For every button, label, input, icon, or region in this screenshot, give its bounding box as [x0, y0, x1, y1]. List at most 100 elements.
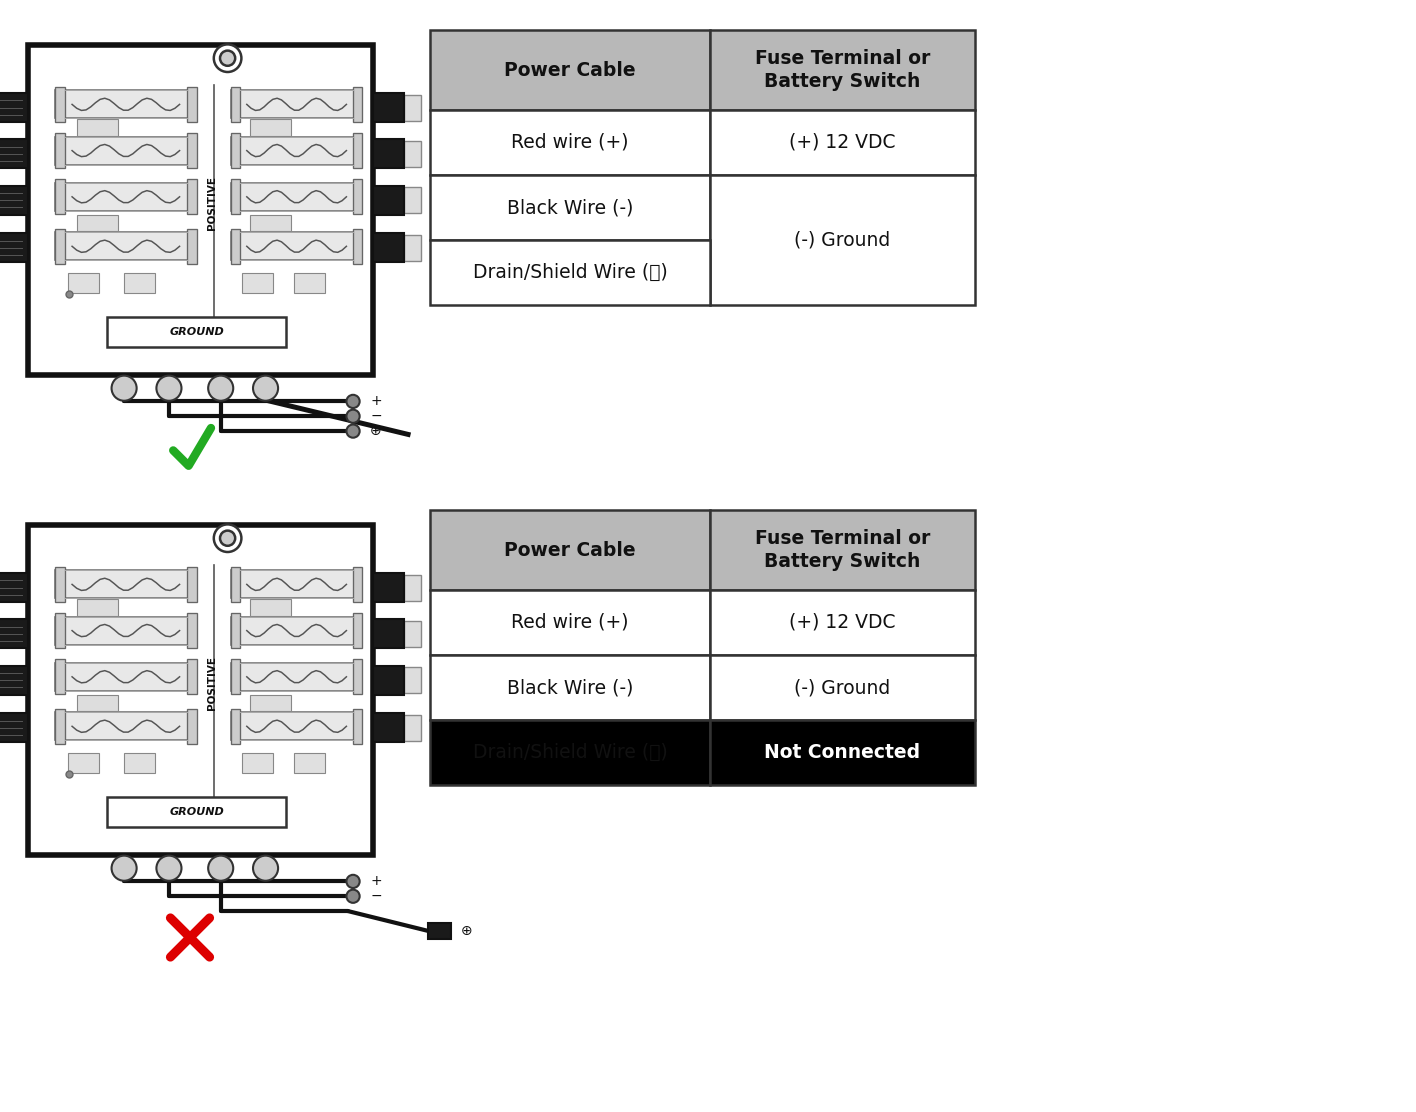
Bar [0, 619, 27, 648]
Bar [187, 229, 197, 264]
Bar [372, 714, 404, 743]
Bar [709, 655, 976, 719]
Bar [125, 272, 156, 292]
Bar [372, 666, 404, 695]
Circle shape [112, 855, 136, 881]
Bar [187, 133, 197, 168]
Bar [372, 234, 404, 262]
Bar [353, 613, 362, 648]
Bar [125, 753, 156, 773]
Bar [106, 317, 286, 347]
Bar [295, 272, 326, 292]
Bar [68, 272, 99, 292]
Circle shape [214, 525, 241, 552]
Bar [231, 713, 362, 741]
Bar [353, 87, 362, 122]
Bar [709, 30, 976, 110]
Bar [0, 573, 27, 603]
Text: GROUND: GROUND [169, 327, 224, 337]
Bar [430, 240, 709, 305]
Bar [231, 659, 241, 694]
Text: +: + [370, 874, 382, 888]
Circle shape [214, 44, 241, 72]
Bar [55, 659, 65, 694]
Circle shape [219, 530, 235, 546]
Bar [231, 229, 241, 264]
Text: Fuse Terminal or
Battery Switch: Fuse Terminal or Battery Switch [755, 49, 930, 91]
Bar [0, 714, 27, 743]
Text: Red wire (+): Red wire (+) [511, 613, 629, 632]
Text: (-) Ground: (-) Ground [794, 230, 891, 249]
Circle shape [253, 376, 278, 400]
Bar [231, 567, 241, 602]
Bar [372, 93, 404, 122]
Bar [404, 715, 421, 742]
Bar [76, 695, 118, 712]
Bar [709, 175, 976, 305]
Bar [0, 666, 27, 695]
Text: (+) 12 VDC: (+) 12 VDC [789, 613, 896, 632]
Bar [249, 599, 292, 616]
Circle shape [208, 855, 234, 881]
Bar [0, 139, 27, 168]
Bar [0, 234, 27, 262]
Bar [709, 590, 976, 655]
Bar [353, 659, 362, 694]
Text: Black Wire (-): Black Wire (-) [507, 198, 633, 217]
Bar [55, 137, 197, 165]
Text: (+) 12 VDC: (+) 12 VDC [789, 133, 896, 152]
Bar [430, 30, 709, 110]
Text: Drain/Shield Wire (⫬): Drain/Shield Wire (⫬) [473, 743, 667, 762]
Bar [55, 133, 65, 168]
Circle shape [156, 855, 181, 881]
Bar [249, 215, 292, 231]
Bar [231, 616, 362, 645]
Bar [187, 613, 197, 648]
Circle shape [219, 51, 235, 66]
Bar [231, 90, 362, 118]
Bar [187, 567, 197, 602]
Circle shape [112, 376, 136, 400]
Circle shape [156, 376, 181, 400]
Bar [404, 575, 421, 600]
Bar [231, 232, 362, 260]
Bar [55, 709, 65, 744]
Bar [430, 175, 709, 240]
Bar [0, 93, 27, 122]
Bar [353, 709, 362, 744]
Bar [231, 133, 241, 168]
Bar [353, 133, 362, 168]
Bar [372, 619, 404, 648]
Bar [231, 709, 241, 744]
Bar [187, 659, 197, 694]
Bar [55, 179, 65, 215]
Circle shape [347, 875, 360, 888]
Bar [76, 215, 118, 231]
Bar [430, 110, 709, 175]
Bar [55, 570, 197, 598]
Bar [27, 525, 372, 855]
Text: POSITIVE: POSITIVE [207, 177, 217, 230]
Bar [55, 232, 197, 260]
Bar [404, 141, 421, 167]
Bar [430, 655, 709, 719]
Bar [187, 87, 197, 122]
Circle shape [347, 409, 360, 423]
Bar [76, 599, 118, 616]
Text: Power Cable: Power Cable [504, 540, 636, 559]
Bar [231, 137, 362, 165]
Bar [76, 119, 118, 136]
Bar [187, 179, 197, 215]
Bar [404, 95, 421, 121]
Text: Power Cable: Power Cable [504, 60, 636, 79]
Bar [404, 187, 421, 214]
Circle shape [208, 376, 234, 400]
Text: +: + [370, 395, 382, 408]
Bar [372, 139, 404, 168]
Bar [372, 186, 404, 215]
Bar [55, 182, 197, 211]
Text: Fuse Terminal or
Battery Switch: Fuse Terminal or Battery Switch [755, 528, 930, 572]
Bar [55, 613, 65, 648]
Bar [0, 186, 27, 215]
Text: ⊕: ⊕ [462, 924, 473, 937]
